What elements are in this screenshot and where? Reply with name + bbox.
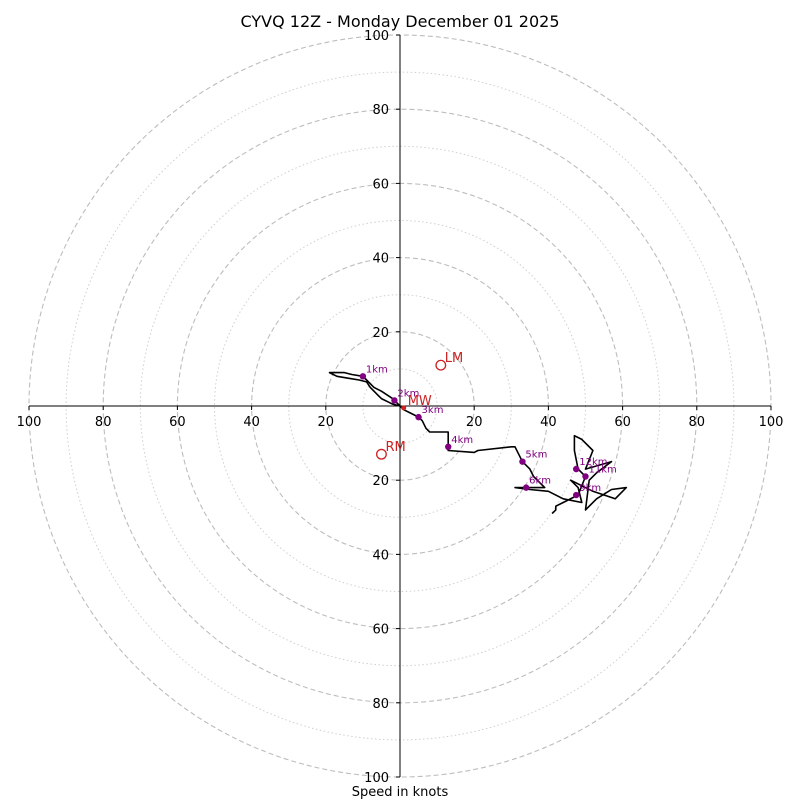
height-label-9km: 9km [579,483,601,494]
x-tick-left-20: 20 [318,415,335,430]
height-marker-6km [522,484,530,491]
y-tick-top-80: 80 [372,103,389,118]
storm-motion-label-lm: LM [445,351,463,366]
height-label-3km: 3km [422,405,444,416]
height-label-6km: 6km [529,476,551,487]
x-tick-right-80: 80 [689,415,706,430]
x-tick-left-60: 60 [169,415,186,430]
y-tick-top-20: 20 [372,326,389,341]
hodograph-trace [328,371,628,515]
height-label-4km: 4km [451,435,473,446]
height-marker-1km [359,373,367,380]
y-tick-bottom-60: 60 [372,623,389,638]
storm-motion-label-rm: RM [385,440,405,455]
height-label-2km: 2km [397,388,419,399]
height-marker-12km [573,465,580,473]
height-marker-9km [573,491,580,499]
height-marker-3km [415,413,422,421]
tick-labels: 100 100 100 100 80 80 80 80 60 60 60 60 40 40 40 40 20 20… [17,29,784,786]
height-marker-4km [445,443,452,451]
storm-motion-rm [376,448,387,460]
x-tick-right-100: 100 [759,415,784,430]
x-tick-right-20: 20 [466,415,483,430]
x-tick-left-100: 100 [17,415,42,430]
y-tick-top-40: 40 [372,252,389,267]
height-label-12km: 12km [579,457,607,468]
x-tick-left-40: 40 [243,415,260,430]
x-tick-right-60: 60 [614,415,631,430]
y-tick-bottom-20: 20 [372,474,389,489]
storm-motion-mw [401,405,407,411]
y-tick-bottom-80: 80 [372,697,389,712]
height-marker-2km [391,397,398,404]
y-tick-bottom-40: 40 [372,548,389,563]
storm-motion-label-mw: MW [408,394,432,409]
height-label-1km: 1km [366,364,388,375]
x-tick-right-40: 40 [540,415,557,430]
x-tick-left-80: 80 [95,415,112,430]
x-axis-label: Speed in knots [352,785,449,800]
height-marker-5km [519,458,526,465]
chart-title: CYVQ 12Z - Monday December 01 2025 [240,12,559,31]
storm-motion-markers: LM RM MW [376,351,463,460]
height-marker-11km [582,473,589,480]
y-tick-top-100: 100 [364,29,389,44]
storm-motion-lm [435,359,447,371]
height-label-5km: 5km [525,450,547,461]
y-tick-top-60: 60 [372,177,389,192]
height-label-11km: 11km [589,464,617,475]
y-tick-bottom-100: 100 [364,771,389,786]
